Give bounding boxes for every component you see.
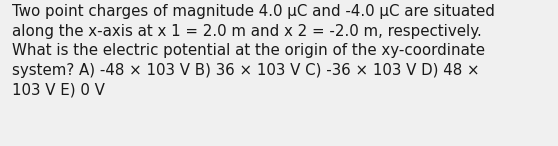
Text: Two point charges of magnitude 4.0 μC and -4.0 μC are situated
along the x-axis : Two point charges of magnitude 4.0 μC an… xyxy=(12,4,495,98)
